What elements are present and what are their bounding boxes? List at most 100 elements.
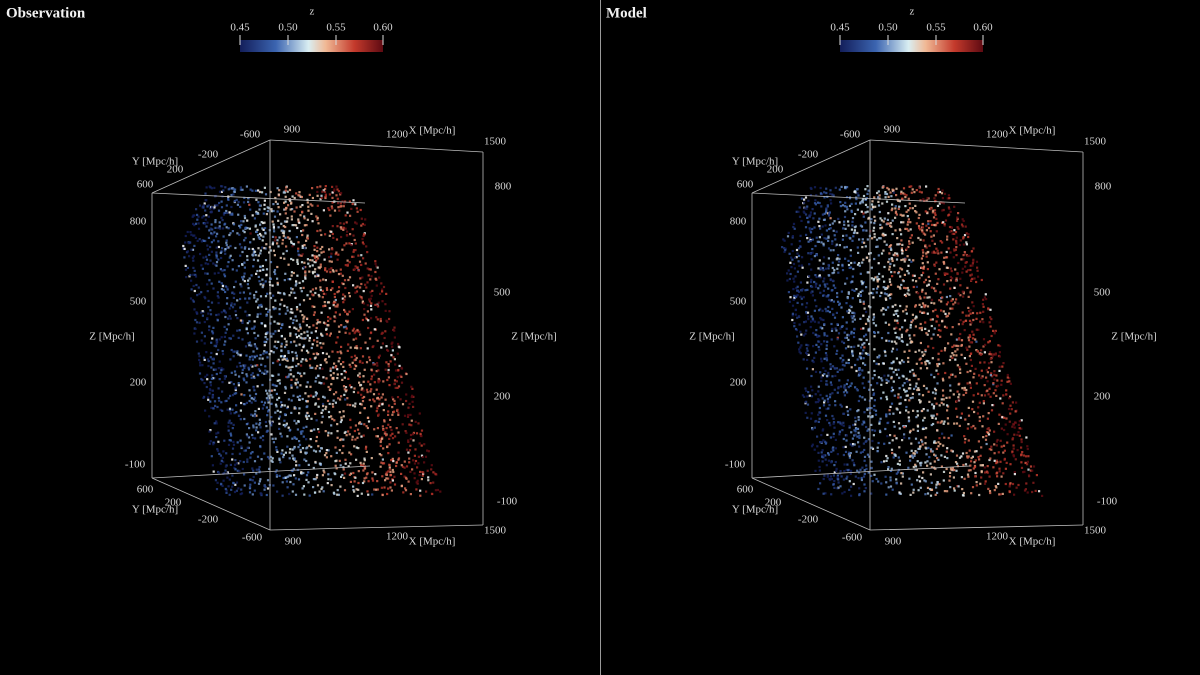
galaxy-point bbox=[356, 266, 359, 269]
galaxy-point bbox=[184, 268, 188, 271]
galaxy-point bbox=[230, 348, 233, 352]
galaxy-point bbox=[887, 222, 890, 225]
galaxy-point bbox=[336, 373, 339, 376]
galaxy-point bbox=[284, 195, 287, 198]
galaxy-point bbox=[306, 400, 309, 403]
galaxy-point bbox=[194, 327, 197, 330]
galaxy-point bbox=[793, 294, 796, 297]
galaxy-point bbox=[889, 479, 892, 482]
galaxy-point bbox=[291, 469, 294, 472]
galaxy-point bbox=[807, 252, 810, 255]
galaxy-point bbox=[832, 194, 835, 197]
galaxy-point bbox=[265, 213, 268, 216]
galaxy-point bbox=[366, 281, 369, 284]
galaxy-point bbox=[784, 247, 787, 250]
galaxy-point bbox=[791, 314, 794, 317]
galaxy-point bbox=[888, 245, 891, 248]
galaxy-point bbox=[911, 341, 914, 344]
galaxy-point bbox=[797, 260, 800, 263]
galaxy-point bbox=[381, 437, 384, 440]
galaxy-point bbox=[300, 349, 303, 352]
galaxy-point bbox=[857, 292, 860, 295]
galaxy-point bbox=[277, 206, 280, 209]
galaxy-point bbox=[830, 383, 833, 386]
galaxy-point bbox=[903, 286, 906, 289]
galaxy-point bbox=[888, 252, 891, 255]
galaxy-point bbox=[254, 392, 258, 396]
galaxy-point bbox=[275, 384, 278, 388]
galaxy-point bbox=[348, 473, 351, 476]
galaxy-point bbox=[280, 345, 283, 348]
galaxy-point bbox=[937, 252, 940, 255]
galaxy-point bbox=[361, 241, 364, 244]
galaxy-point bbox=[906, 292, 909, 295]
galaxy-point bbox=[224, 469, 227, 472]
galaxy-point bbox=[213, 344, 216, 347]
galaxy-point bbox=[845, 477, 848, 480]
galaxy-point bbox=[299, 195, 302, 198]
galaxy-point bbox=[263, 350, 266, 353]
galaxy-point bbox=[342, 410, 345, 413]
galaxy-point bbox=[289, 334, 292, 337]
galaxy-point bbox=[232, 187, 235, 190]
galaxy-point bbox=[887, 294, 890, 297]
galaxy-point bbox=[311, 366, 314, 369]
galaxy-point bbox=[418, 412, 421, 415]
galaxy-point bbox=[337, 273, 341, 276]
galaxy-point bbox=[1020, 427, 1023, 430]
galaxy-point bbox=[845, 439, 848, 442]
galaxy-point bbox=[858, 262, 861, 265]
galaxy-point bbox=[336, 436, 339, 439]
galaxy-point bbox=[967, 469, 970, 472]
galaxy-point bbox=[215, 352, 218, 356]
galaxy-point bbox=[843, 470, 846, 473]
galaxy-point bbox=[328, 334, 331, 337]
galaxy-point bbox=[970, 341, 974, 344]
galaxy-point bbox=[275, 469, 278, 472]
galaxy-point bbox=[299, 384, 302, 387]
galaxy-point bbox=[826, 475, 829, 478]
galaxy-point bbox=[288, 325, 291, 329]
galaxy-point bbox=[234, 463, 237, 466]
galaxy-point bbox=[204, 272, 207, 275]
galaxy-point bbox=[392, 356, 395, 359]
galaxy-point bbox=[337, 190, 340, 193]
galaxy-point bbox=[213, 422, 216, 425]
galaxy-point bbox=[211, 374, 214, 377]
galaxy-point bbox=[284, 312, 287, 315]
galaxy-point bbox=[348, 295, 351, 298]
galaxy-point bbox=[382, 409, 385, 412]
galaxy-point bbox=[373, 488, 376, 491]
galaxy-point bbox=[330, 455, 333, 458]
galaxy-point bbox=[979, 311, 982, 314]
galaxy-point bbox=[295, 357, 298, 360]
galaxy-point bbox=[349, 472, 353, 475]
galaxy-point bbox=[376, 407, 379, 410]
galaxy-point bbox=[205, 351, 208, 354]
galaxy-point bbox=[875, 477, 878, 481]
galaxy-point bbox=[376, 427, 379, 430]
galaxy-point bbox=[902, 214, 905, 217]
galaxy-point bbox=[982, 402, 985, 405]
galaxy-point bbox=[374, 473, 377, 476]
galaxy-point bbox=[379, 439, 383, 442]
galaxy-point bbox=[927, 250, 930, 254]
galaxy-point bbox=[255, 354, 258, 357]
galaxy-point bbox=[917, 225, 921, 228]
galaxy-point bbox=[284, 212, 287, 215]
galaxy-point bbox=[791, 249, 794, 253]
galaxy-point bbox=[301, 233, 304, 237]
galaxy-point bbox=[263, 203, 266, 206]
galaxy-point bbox=[914, 204, 917, 207]
galaxy-point bbox=[882, 185, 885, 188]
galaxy-point bbox=[934, 441, 937, 444]
galaxy-point bbox=[931, 403, 934, 406]
galaxy-point bbox=[230, 304, 233, 307]
galaxy-point bbox=[251, 479, 254, 482]
galaxy-point bbox=[319, 342, 322, 345]
galaxy-point bbox=[276, 398, 279, 401]
galaxy-point bbox=[906, 269, 909, 273]
galaxy-point bbox=[834, 374, 837, 377]
galaxy-point bbox=[255, 300, 258, 303]
